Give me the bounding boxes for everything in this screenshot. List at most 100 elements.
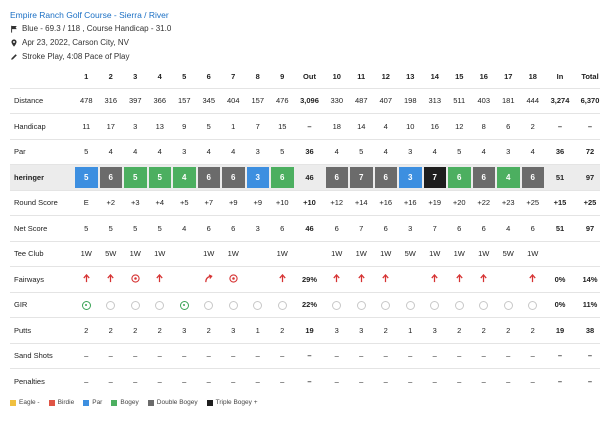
hole-cell: 1W xyxy=(471,240,496,267)
hole-header: 4 xyxy=(157,72,162,82)
cell-value: +23 xyxy=(501,198,515,208)
cell-value: 487 xyxy=(354,96,368,106)
hole-cell: 2 xyxy=(98,317,123,343)
legend-swatch xyxy=(206,399,213,406)
hole-cell: – xyxy=(172,342,197,369)
total-cell: – xyxy=(545,368,575,394)
total-cell: 72 xyxy=(575,138,600,165)
score-box-par: 3 xyxy=(399,166,422,188)
hole-cell: 198 xyxy=(398,87,423,114)
hole-cell: 5 xyxy=(74,138,99,165)
hole-cell: 3 xyxy=(398,164,423,190)
hole-cell: – xyxy=(147,368,172,394)
cell-value: 2 xyxy=(206,325,211,335)
cell-value: – xyxy=(206,377,211,386)
fairway-hit-arrow-icon xyxy=(332,273,341,283)
gir-miss-icon xyxy=(430,300,440,310)
cell-value: 6 xyxy=(481,223,486,233)
hole-cell: +5 xyxy=(172,189,197,216)
cell-value: – xyxy=(432,351,437,361)
hole-cell: 6 xyxy=(270,164,295,190)
cell-value: +4 xyxy=(155,198,165,208)
cell-value: 1W xyxy=(380,249,392,259)
course-name-link[interactable]: Empire Ranch Golf Course - Sierra / Rive… xyxy=(10,10,169,20)
hole-cell: – xyxy=(349,368,374,394)
cell-value: – xyxy=(307,121,312,131)
hole-cell: 157 xyxy=(172,87,197,114)
legend-swatch xyxy=(111,399,118,406)
cell-value: 5 xyxy=(206,121,211,131)
legend-label: Triple Bogey + xyxy=(215,399,258,406)
hole-header: 2 xyxy=(108,72,113,82)
hole-cell: 1W xyxy=(196,240,221,267)
total-cell: 51 xyxy=(545,164,575,190)
hole-cell: 1W xyxy=(74,240,99,267)
hole-cell: 5W xyxy=(398,240,423,267)
hole-cell: 5 xyxy=(147,215,172,241)
total-cell: – xyxy=(294,368,325,394)
hole-cell: – xyxy=(398,368,423,394)
legend-label: Double Bogey xyxy=(156,399,198,406)
cell-value: 198 xyxy=(403,96,417,106)
hole-cell: 6 xyxy=(221,164,246,190)
hole-cell xyxy=(398,266,423,292)
cell-value: 3 xyxy=(182,325,187,335)
hole-cell: – xyxy=(520,342,545,369)
hole-header: 14 xyxy=(430,72,439,82)
cell-value: 157 xyxy=(177,96,191,106)
cell-value: 4 xyxy=(182,223,187,233)
cell-value: 4 xyxy=(506,223,511,233)
hole-cell: +9 xyxy=(221,189,246,216)
hole-cell: 330 xyxy=(324,87,349,114)
hole-cell xyxy=(123,291,148,318)
hole-cell: 2 xyxy=(147,317,172,343)
hole-cell: 1W xyxy=(123,240,148,267)
cell-value: – xyxy=(231,377,236,386)
cell-value: +19 xyxy=(428,198,442,208)
hole-cell: 6 xyxy=(373,164,398,190)
hole-cell: 12 xyxy=(447,113,472,139)
cell-value: – xyxy=(557,121,563,131)
total-cell: 11% xyxy=(575,291,600,318)
hole-header: 10 xyxy=(332,72,341,82)
cell-value: – xyxy=(506,377,511,386)
score-box-bogey: 4 xyxy=(173,166,196,188)
cell-value: 2 xyxy=(530,325,535,335)
total-cell: – xyxy=(294,113,325,139)
cell-value: 13 xyxy=(155,121,164,131)
hole-cell xyxy=(172,291,197,318)
hole-cell: 15 xyxy=(270,113,295,139)
cell-value: 4 xyxy=(231,147,236,157)
hole-cell: 5 xyxy=(349,138,374,165)
gir-miss-icon xyxy=(405,300,415,310)
legend-swatch xyxy=(48,399,55,406)
cell-value: – xyxy=(408,377,413,386)
hole-cell xyxy=(471,291,496,318)
hole-cell: 7 xyxy=(422,215,447,241)
cell-value: 38 xyxy=(585,325,595,335)
hole-cell: 8 xyxy=(471,113,496,139)
cell-value: 2 xyxy=(108,325,113,335)
hole-cell: +16 xyxy=(398,189,423,216)
cell-value: – xyxy=(157,351,162,361)
legend-swatch xyxy=(10,399,16,406)
hole-cell: – xyxy=(447,368,472,394)
total-cell xyxy=(575,240,600,267)
cell-value: 4 xyxy=(206,147,211,157)
score-box-bogey: 5 xyxy=(124,166,147,188)
cell-value: – xyxy=(530,351,535,361)
cell-value: 4 xyxy=(108,147,113,157)
hole-header: 7 xyxy=(231,72,236,82)
hole-cell: 1 xyxy=(221,113,246,139)
total-cell: 97 xyxy=(575,164,600,190)
hole-cell xyxy=(270,291,295,318)
hole-cell: – xyxy=(98,342,123,369)
hole-cell xyxy=(496,266,521,292)
hole-cell xyxy=(172,240,197,267)
gir-miss-icon xyxy=(253,300,263,310)
cell-value: 1W xyxy=(429,249,441,259)
cell-value: 16 xyxy=(430,121,439,131)
cell-value: 3 xyxy=(255,147,260,157)
hole-cell: 5 xyxy=(196,113,221,139)
hole-cell: 1 xyxy=(245,317,270,343)
